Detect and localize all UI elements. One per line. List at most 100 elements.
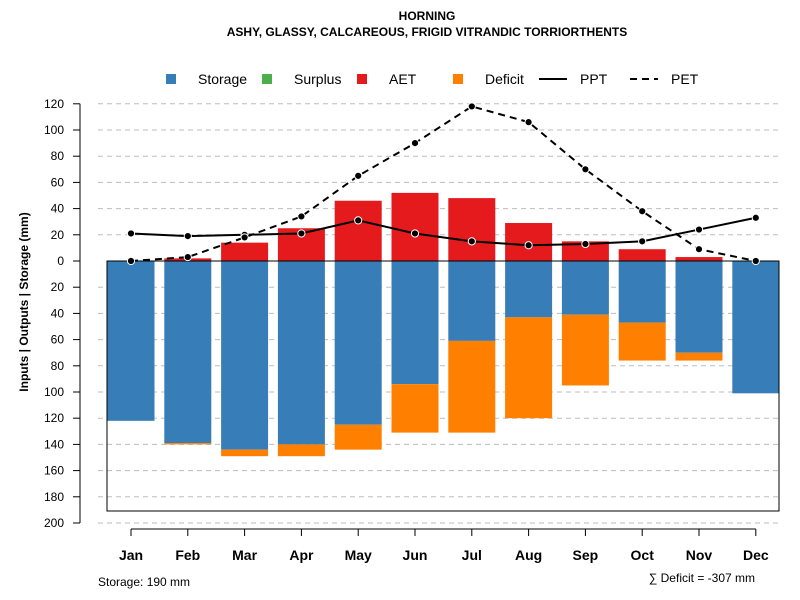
legend-label-pet: PET: [671, 71, 699, 87]
bar-aet-may: [334, 200, 382, 261]
bar-storage-feb: [164, 261, 212, 444]
x-tick-label-aug: Aug: [515, 547, 542, 563]
point-pet-nov: [694, 245, 704, 254]
bar-deficit-sep: [561, 314, 609, 386]
x-tick-label-jun: Jun: [403, 547, 428, 563]
bar-storage-apr: [277, 261, 325, 445]
axes: 1201008060402002040608010012014016018020…: [44, 97, 780, 563]
bar-storage-nov: [675, 261, 723, 353]
y-tick-label: 20: [51, 280, 65, 294]
line-ppt: [130, 216, 757, 247]
x-tick-label-oct: Oct: [631, 547, 655, 563]
point-pet-jun: [410, 139, 420, 148]
x-tick-label-jul: Jul: [462, 547, 482, 563]
bar-aet-oct: [618, 249, 666, 261]
x-tick-label-jan: Jan: [119, 547, 143, 563]
legend-swatch-surplus: [262, 74, 272, 84]
bar-deficit-apr: [277, 444, 325, 457]
bar-storage-may: [334, 261, 382, 425]
x-tick-label-may: May: [345, 547, 372, 563]
bar-deficit-nov: [675, 352, 723, 361]
point-ppt-may: [354, 216, 363, 225]
bar-deficit-feb: [164, 443, 212, 445]
legend-label-ppt: PPT: [580, 71, 608, 87]
point-pet-jul: [467, 102, 476, 111]
bar-storage-jul: [448, 261, 496, 341]
point-ppt-dec: [751, 213, 760, 222]
y-tick-label: 200: [44, 516, 64, 530]
point-ppt-feb: [183, 232, 192, 241]
x-tick-label-dec: Dec: [743, 547, 769, 563]
point-pet-jan: [126, 256, 136, 266]
point-ppt-jun: [410, 229, 420, 238]
bar-storage-aug: [505, 261, 553, 318]
legend-label-surplus: Surplus: [294, 71, 341, 87]
point-ppt-jan: [126, 229, 136, 238]
bar-storage-sep: [561, 261, 609, 315]
legend-label-storage: Storage: [198, 71, 247, 87]
bar-deficit-oct: [618, 322, 666, 361]
y-tick-label: 100: [44, 385, 64, 399]
bar-storage-oct: [618, 261, 666, 323]
bar-deficit-jul: [448, 340, 496, 433]
y-tick-label: 160: [44, 464, 64, 478]
point-pet-dec: [751, 256, 760, 266]
y-tick-label: 80: [51, 149, 65, 163]
x-tick-label-mar: Mar: [232, 547, 257, 563]
point-pet-may: [354, 171, 363, 180]
bar-storage-mar: [221, 261, 269, 450]
y-tick-label: 120: [44, 411, 64, 425]
bar-deficit-may: [334, 424, 382, 450]
bar-storage-jun: [391, 261, 439, 385]
y-tick-label: 40: [51, 202, 65, 216]
bar-storage-jan: [107, 261, 155, 421]
y-tick-label: 40: [51, 306, 65, 320]
x-tick-label-sep: Sep: [573, 547, 599, 563]
y-axis-label: Inputs | Outputs | Storage (mm): [17, 212, 31, 391]
point-pet-aug: [524, 118, 533, 127]
y-tick-label: 60: [51, 333, 65, 347]
y-tick-label: 100: [44, 123, 64, 137]
legend-swatch-aet: [357, 74, 367, 84]
point-pet-sep: [581, 165, 590, 174]
chart-title: HORNING: [399, 9, 456, 23]
bar-aet-sep: [561, 241, 609, 261]
legend-label-aet: AET: [389, 71, 417, 87]
bar-deficit-aug: [505, 317, 553, 419]
point-ppt-sep: [581, 239, 590, 249]
legend-label-deficit: Deficit: [485, 71, 524, 87]
lines: [126, 102, 760, 266]
point-pet-feb: [183, 252, 192, 262]
point-ppt-jul: [467, 237, 476, 246]
point-ppt-apr: [297, 229, 306, 238]
gridlines: [98, 103, 782, 524]
chart-subtitle: ASHY, GLASSY, CALCAREOUS, FRIGID VITRAND…: [227, 25, 627, 39]
point-pet-mar: [240, 233, 249, 242]
legend: Storage Surplus AET Deficit PPT PET: [166, 71, 699, 87]
point-pet-apr: [297, 212, 306, 221]
bar-aet-jun: [391, 192, 439, 261]
x-tick-label-nov: Nov: [686, 547, 713, 563]
y-tick-label: 140: [44, 437, 64, 451]
bar-storage-dec: [732, 261, 780, 394]
storage-label: Storage: 190 mm: [98, 575, 190, 589]
legend-swatch-storage: [166, 74, 176, 84]
y-tick-label: 60: [51, 175, 65, 189]
bar-deficit-jun: [391, 384, 439, 433]
point-ppt-aug: [524, 241, 533, 250]
x-tick-label-apr: Apr: [289, 547, 314, 563]
y-tick-label: 20: [51, 228, 65, 242]
bar-aet-jul: [448, 198, 496, 261]
y-tick-label: 120: [44, 97, 64, 111]
point-pet-oct: [638, 207, 647, 216]
y-tick-label: 180: [44, 490, 64, 504]
x-tick-label-feb: Feb: [175, 547, 200, 563]
deficit-label: ∑ Deficit = -307 mm: [649, 571, 755, 585]
point-ppt-oct: [638, 237, 647, 246]
y-tick-label: 0: [57, 254, 64, 268]
bar-aet-mar: [221, 242, 269, 261]
legend-swatch-deficit: [453, 74, 463, 84]
y-tick-label: 80: [51, 359, 65, 373]
bar-aet-nov: [675, 257, 723, 261]
